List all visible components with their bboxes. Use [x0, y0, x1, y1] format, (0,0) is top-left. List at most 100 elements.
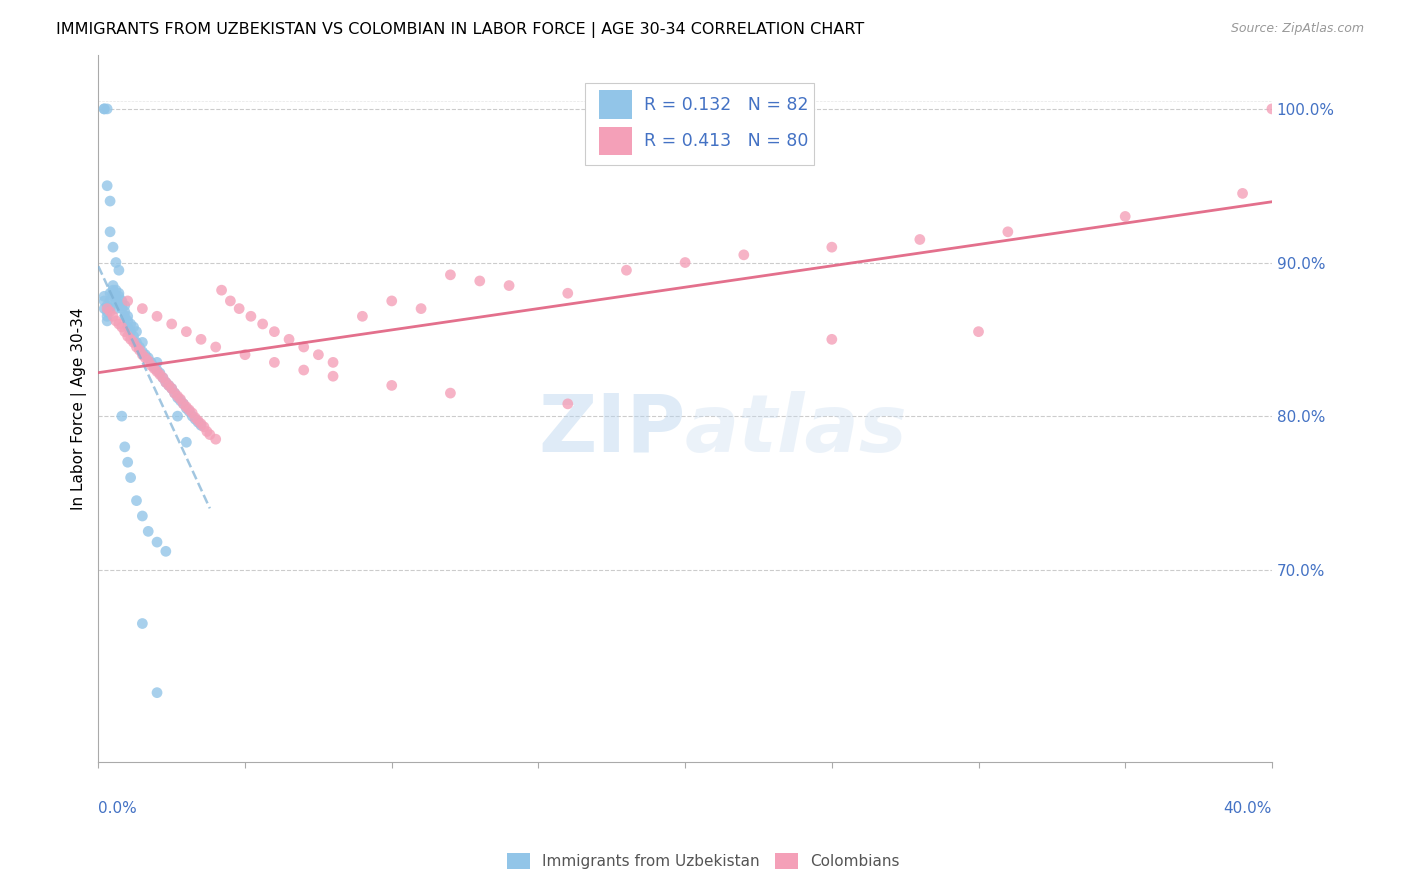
Point: [160, 317, 183, 331]
Point: [190, 332, 212, 346]
Point: [172, 397, 194, 411]
Point: [557, 286, 579, 301]
Point: [187, 415, 209, 429]
Point: [98, 286, 121, 301]
Point: [98, 293, 121, 308]
Point: [98, 194, 121, 208]
Point: [141, 359, 163, 373]
Point: [557, 397, 579, 411]
Point: [468, 274, 491, 288]
Point: [122, 335, 145, 350]
Point: [176, 401, 198, 416]
Point: [104, 289, 127, 303]
Bar: [599, 90, 633, 119]
Point: [149, 366, 172, 380]
Bar: [599, 128, 633, 155]
Point: [821, 332, 844, 346]
Point: [104, 301, 127, 316]
Point: [104, 283, 127, 297]
Point: [111, 301, 134, 316]
Point: [439, 268, 461, 282]
Point: [120, 332, 142, 346]
Point: [169, 392, 191, 407]
Point: [104, 255, 127, 269]
Text: 0.0%: 0.0%: [98, 801, 138, 815]
Point: [1261, 102, 1284, 116]
Point: [616, 263, 638, 277]
Point: [381, 293, 404, 308]
Legend: Immigrants from Uzbekistan, Colombians: Immigrants from Uzbekistan, Colombians: [501, 847, 905, 875]
Point: [166, 389, 188, 403]
Point: [176, 325, 198, 339]
Point: [101, 240, 124, 254]
Point: [233, 348, 256, 362]
Point: [160, 382, 183, 396]
Point: [111, 320, 134, 334]
Point: [146, 310, 169, 324]
Point: [169, 393, 191, 408]
Point: [125, 493, 148, 508]
Point: [93, 289, 115, 303]
Point: [101, 310, 124, 324]
Point: [108, 297, 131, 311]
Point: [114, 304, 136, 318]
Point: [131, 348, 153, 362]
Point: [733, 248, 755, 262]
Point: [908, 232, 931, 246]
Point: [152, 370, 174, 384]
Point: [166, 391, 188, 405]
Point: [101, 278, 124, 293]
Point: [120, 317, 142, 331]
Point: [157, 378, 180, 392]
Point: [93, 102, 115, 116]
Point: [307, 348, 329, 362]
Point: [322, 369, 344, 384]
Text: Source: ZipAtlas.com: Source: ZipAtlas.com: [1230, 22, 1364, 36]
Point: [131, 616, 153, 631]
Text: 40.0%: 40.0%: [1223, 801, 1272, 815]
Point: [117, 314, 139, 328]
Point: [93, 102, 115, 116]
Point: [122, 329, 145, 343]
Point: [181, 406, 204, 420]
Point: [179, 404, 201, 418]
Point: [96, 299, 118, 313]
Point: [176, 435, 198, 450]
Point: [176, 400, 198, 414]
Point: [143, 361, 166, 376]
Point: [136, 524, 159, 539]
Point: [967, 325, 990, 339]
Point: [93, 301, 115, 316]
Point: [187, 414, 209, 428]
Point: [172, 397, 194, 411]
Point: [101, 286, 124, 301]
Point: [228, 301, 250, 316]
Point: [179, 403, 201, 417]
Point: [163, 386, 186, 401]
Point: [125, 325, 148, 339]
Point: [108, 317, 131, 331]
Point: [125, 335, 148, 350]
Point: [381, 378, 404, 392]
Point: [181, 409, 204, 424]
Point: [152, 370, 174, 384]
Point: [131, 335, 153, 350]
Point: [190, 417, 212, 431]
Point: [322, 355, 344, 369]
Point: [96, 314, 118, 328]
Point: [141, 355, 163, 369]
Point: [120, 325, 142, 339]
Point: [134, 348, 156, 362]
Point: [128, 340, 150, 354]
FancyBboxPatch shape: [585, 84, 814, 165]
Point: [146, 355, 169, 369]
Point: [98, 301, 121, 316]
Point: [117, 293, 139, 308]
Point: [149, 368, 172, 382]
Point: [98, 304, 121, 318]
Point: [96, 301, 118, 316]
Point: [128, 343, 150, 357]
Point: [239, 310, 262, 324]
Point: [997, 225, 1019, 239]
Text: IMMIGRANTS FROM UZBEKISTAN VS COLOMBIAN IN LABOR FORCE | AGE 30-34 CORRELATION C: IMMIGRANTS FROM UZBEKISTAN VS COLOMBIAN …: [56, 22, 865, 38]
